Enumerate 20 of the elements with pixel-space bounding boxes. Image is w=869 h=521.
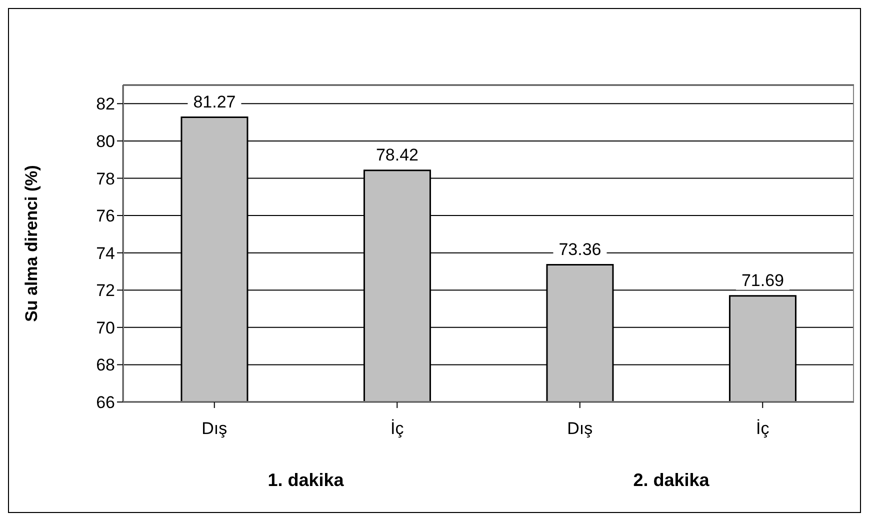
- text: 2. dakika: [632, 470, 710, 491]
- y-tick-label: 82: [96, 94, 115, 114]
- text: 1. dakika: [266, 470, 345, 491]
- y-tick-label: 72: [96, 281, 115, 300]
- x-tick-label: Dış: [202, 419, 228, 438]
- x-tick-label: İç: [390, 419, 404, 438]
- data-label: 78.42: [376, 145, 419, 164]
- y-tick-label: 80: [96, 132, 115, 151]
- y-tick-label: 76: [96, 206, 115, 226]
- data-label: 71.69: [741, 270, 784, 290]
- data-label: 73.36: [558, 240, 602, 259]
- data-label: 81.27: [193, 92, 236, 112]
- y-tick-label: 74: [96, 244, 115, 263]
- y-tick-label: 66: [96, 393, 115, 412]
- x-tick-label: İç: [756, 419, 770, 438]
- y-tick-label: 78: [96, 169, 115, 188]
- y-axis-title: Su alma direnci (%): [22, 165, 42, 322]
- y-tick-label: 70: [96, 318, 115, 338]
- y-tick-label: 68: [96, 356, 115, 375]
- x-tick-label: Dış: [567, 419, 593, 438]
